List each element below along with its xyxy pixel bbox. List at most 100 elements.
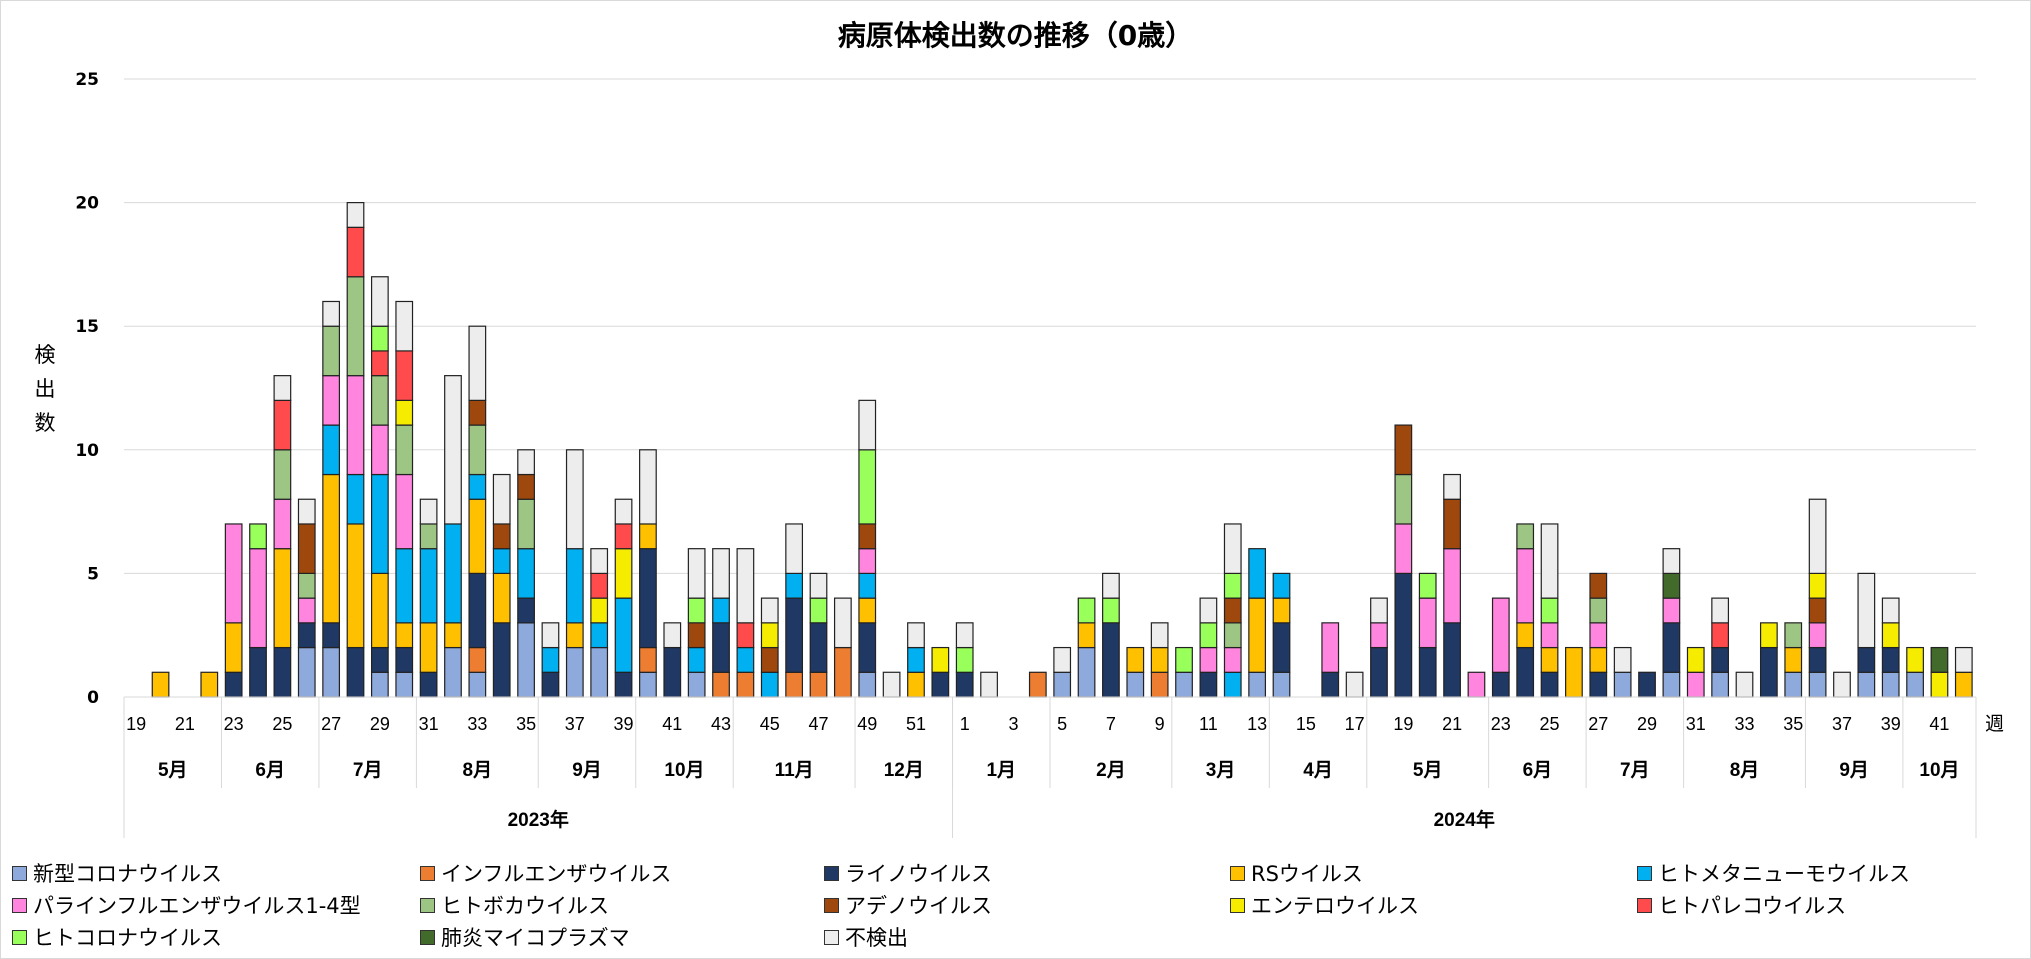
x-month-label: 8月 <box>463 760 493 781</box>
bar-segment <box>444 523 462 624</box>
bar-segment <box>1394 473 1413 525</box>
bar-segment <box>663 646 682 698</box>
bar-segment <box>1223 671 1242 698</box>
legend-label: 肺炎マイコプラズマ <box>441 926 630 950</box>
legend-item: ヒトボカウイルス <box>420 890 609 920</box>
bar-segment <box>541 622 560 649</box>
bar-segment <box>1711 646 1730 673</box>
x-month-label: 10月 <box>1919 760 1959 781</box>
bar-segment <box>785 597 804 673</box>
bar-segment <box>639 548 657 649</box>
bar-segment <box>955 671 974 698</box>
legend-item: ヒトメタニューモウイルス <box>1637 858 1910 888</box>
bar-segment <box>1370 622 1388 649</box>
legend-item: パラインフルエンザウイルス1-4型 <box>12 890 361 920</box>
bar-segment <box>1150 671 1169 698</box>
bar-segment <box>1589 671 1608 698</box>
bar-segment <box>1126 671 1145 698</box>
bar-segment <box>1662 572 1681 599</box>
bar-segment <box>1418 572 1437 599</box>
bar-segment <box>468 399 487 426</box>
bar-segment <box>1223 622 1242 649</box>
bar-segment <box>1175 646 1193 673</box>
bar-segment <box>1370 597 1388 624</box>
bar-segment <box>1491 597 1510 673</box>
bar-segment <box>395 646 414 673</box>
bar-segment <box>370 671 389 698</box>
bar-segment <box>1370 646 1388 698</box>
bar-segment <box>736 548 755 624</box>
bar-segment <box>1808 646 1827 673</box>
bar-segment <box>1589 597 1608 624</box>
bar-segment <box>809 622 828 673</box>
x-year-label: 2023年 <box>508 808 569 831</box>
bar-segment <box>565 548 584 624</box>
bar-segment <box>1881 671 1900 698</box>
legend-swatch <box>1230 865 1245 881</box>
bar-segment <box>1735 671 1754 698</box>
x-month-label: 6月 <box>1523 760 1553 781</box>
bar-segment <box>1686 646 1705 673</box>
legend-item: ヒトパレコウイルス <box>1637 890 1846 920</box>
bar-segment <box>1906 671 1924 698</box>
bar-segment <box>882 671 901 698</box>
bar-segment <box>639 646 657 673</box>
bar-segment <box>395 622 414 649</box>
bar-segment <box>1516 523 1535 550</box>
bar-segment <box>1223 572 1242 599</box>
x-week-label: 43 <box>711 714 731 734</box>
bar-segment <box>468 671 487 698</box>
x-month-label: 10月 <box>664 760 704 781</box>
x-week-label: 25 <box>1540 714 1560 734</box>
x-week-label: 23 <box>224 714 244 734</box>
bar-segment <box>1638 671 1656 698</box>
bar-segment <box>370 350 389 377</box>
bar-segment <box>517 622 535 698</box>
legend-item: ライノウイルス <box>824 858 992 888</box>
bar-segment <box>322 325 341 377</box>
bar-segment <box>1248 597 1267 673</box>
legend-swatch <box>12 897 27 913</box>
x-week-label: 29 <box>1637 714 1657 734</box>
bar-segment <box>517 473 535 500</box>
bar-segment <box>1272 622 1291 673</box>
x-week-label: 51 <box>906 714 926 734</box>
bar-segment <box>565 622 584 649</box>
legend-label: アデノウイルス <box>845 894 992 918</box>
bar-segment <box>1589 572 1608 599</box>
bar-segment <box>1199 622 1218 649</box>
bar-segment <box>736 671 755 698</box>
y-tick-label: 25 <box>75 70 99 90</box>
bar-segment <box>322 646 341 698</box>
bar-segment <box>663 622 682 649</box>
bar-segment <box>736 646 755 673</box>
x-week-label: 27 <box>1588 714 1608 734</box>
bar-segment <box>1613 671 1632 698</box>
bar-segment <box>492 473 511 525</box>
bar-segment <box>1199 671 1218 698</box>
bar-segment <box>444 622 462 649</box>
bar-segment <box>1881 646 1900 673</box>
bar-segment <box>1711 597 1730 624</box>
bar-segment <box>639 523 657 550</box>
bar-segment <box>370 424 389 476</box>
bar-segment <box>1857 572 1876 649</box>
bar-segment <box>273 375 292 401</box>
bar-segment <box>297 622 316 649</box>
bar-segment <box>444 375 462 525</box>
bar-segment <box>1516 548 1535 624</box>
bar-segment <box>614 523 633 550</box>
bar-segment <box>249 523 267 550</box>
bar-segment <box>468 572 487 649</box>
x-week-label: 5 <box>1057 714 1067 734</box>
bar-segment <box>1516 646 1535 698</box>
x-week-label: 47 <box>808 714 828 734</box>
bar-segment <box>590 622 609 649</box>
bar-segment <box>955 646 974 673</box>
bar-segment <box>712 671 730 698</box>
bar-segment <box>1126 646 1145 673</box>
bar-segment <box>492 622 511 698</box>
bar-segment <box>1443 498 1461 550</box>
legend-item: アデノウイルス <box>824 890 992 920</box>
x-month-label: 11月 <box>775 760 814 781</box>
